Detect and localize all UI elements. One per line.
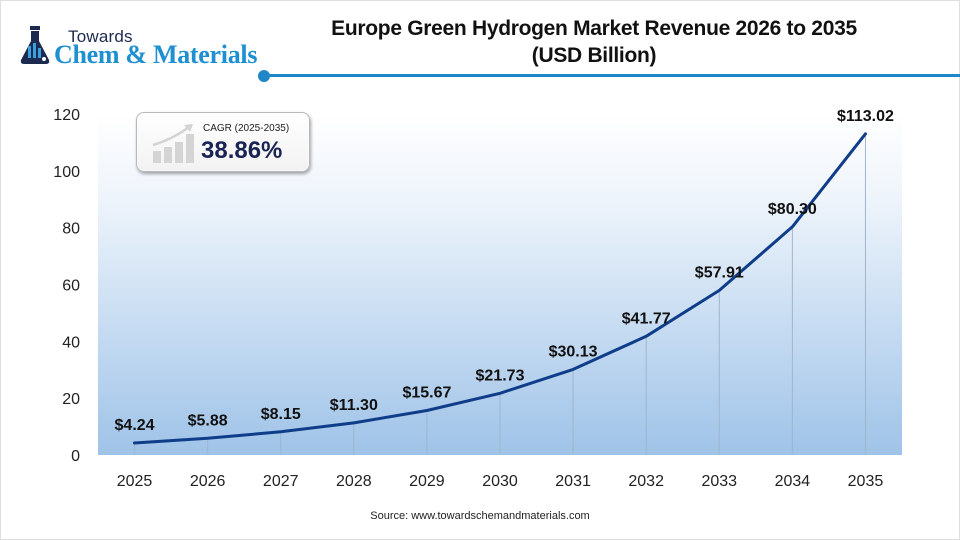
logo-towards-text: Towards: [68, 27, 133, 46]
x-tick-label: 2035: [848, 473, 884, 490]
gridlines: [134, 133, 866, 455]
chart-title: Europe Green Hydrogen Market Revenue 202…: [262, 15, 926, 69]
growth-chart-icon: [152, 124, 194, 163]
x-tick-label: 2027: [263, 473, 299, 490]
x-tick-label: 2032: [628, 473, 664, 490]
y-tick-label: 80: [62, 221, 80, 238]
title-rule: [266, 74, 960, 77]
data-label: $30.13: [549, 343, 598, 360]
y-axis: 0 20 40 60 80 100 120: [53, 107, 80, 465]
logo: Towards Chem & Materials: [16, 16, 258, 69]
data-labels: $4.24 $5.88 $8.15 $11.30 $15.67 $21.73 $30.13 $…: [115, 108, 895, 434]
data-label: $41.77: [622, 310, 671, 327]
data-label: $21.73: [476, 367, 525, 384]
y-tick-label: 100: [53, 164, 80, 181]
x-tick-label: 2033: [701, 473, 737, 490]
chart-title-line2: (USD Billion): [531, 44, 657, 67]
cagr-label: CAGR (2025-2035): [203, 123, 290, 134]
data-label: $11.30: [330, 397, 378, 414]
x-axis: 2025 2026 2027 2028 2029 2030 2031 2032 2033 2034…: [117, 473, 884, 490]
y-tick-label: 60: [62, 278, 80, 295]
data-label: $5.88: [188, 412, 228, 429]
series-line: [133, 132, 867, 445]
source-note: Source: www.towardschemandmaterials.com: [370, 510, 590, 522]
y-tick-label: 20: [62, 391, 80, 408]
y-tick-label: 40: [62, 334, 80, 351]
chart-title-line1: Europe Green Hydrogen Market Revenue 202…: [331, 17, 857, 40]
y-tick-label: 120: [53, 107, 80, 124]
x-tick-label: 2030: [482, 473, 518, 490]
data-label: $15.67: [402, 384, 451, 401]
x-tick-label: 2026: [190, 473, 226, 490]
x-tick-label: 2029: [409, 473, 445, 490]
cagr-value: 38.86%: [201, 137, 283, 164]
logo-main-text: Chem & Materials: [54, 40, 258, 69]
data-label: $113.02: [837, 108, 894, 125]
data-label: $57.91: [695, 264, 744, 281]
title-rule-dot: [258, 70, 270, 82]
data-label: $80.30: [768, 201, 817, 218]
data-label: $4.24: [115, 417, 155, 434]
flask-icon: [20, 26, 50, 64]
data-label: $8.15: [261, 406, 301, 423]
x-tick-label: 2028: [336, 473, 372, 490]
x-tick-label: 2034: [775, 473, 811, 490]
cagr-box: CAGR (2025-2035) 38.86%: [136, 112, 310, 172]
y-tick-label: 0: [71, 448, 80, 465]
x-tick-label: 2031: [555, 473, 591, 490]
x-tick-label: 2025: [117, 473, 153, 490]
